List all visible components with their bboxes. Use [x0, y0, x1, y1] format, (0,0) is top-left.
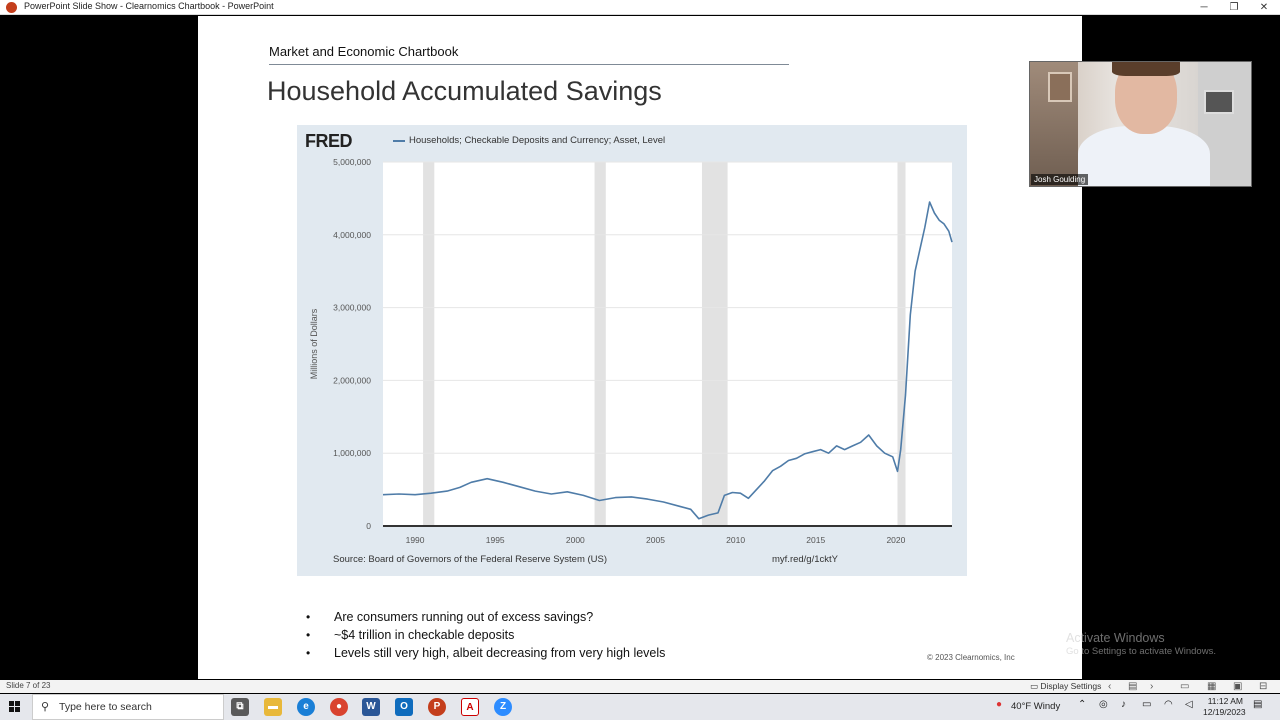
edge-icon[interactable]: e [297, 698, 315, 716]
minimize-button[interactable]: ─ [1200, 2, 1208, 13]
person-shirt [1078, 126, 1210, 186]
watermark-line2: Go to Settings to activate Windows. [1066, 646, 1216, 657]
word-icon[interactable]: W [362, 698, 380, 716]
y-tick-label: 4,000,000 [333, 230, 371, 240]
bullet-text: Are consumers running out of excess savi… [334, 610, 594, 624]
wifi-icon[interactable]: ◠ [1164, 699, 1173, 710]
bullet-dot-icon: • [306, 628, 311, 642]
slide-header: Market and Economic Chartbook [269, 44, 459, 59]
task-view-icon[interactable]: ⧉ [231, 698, 249, 716]
clock-time: 11:12 AM [1207, 696, 1243, 706]
slide-number: Slide 7 of 23 [6, 681, 51, 690]
battery-icon[interactable]: ▭ [1142, 699, 1152, 710]
bullet-item: • Levels still very high, albeit decreasi… [302, 644, 665, 662]
y-tick-label: 0 [366, 521, 371, 531]
bullet-item: • ~$4 trillion in checkable deposits [302, 626, 665, 644]
normal-view-icon[interactable]: ▭ [1180, 681, 1190, 692]
restore-button[interactable]: ❐ [1229, 2, 1239, 13]
webcam-background-frame [1048, 72, 1072, 102]
person-hair [1112, 62, 1180, 76]
notifications-icon[interactable]: ▤ [1253, 699, 1263, 710]
slideshow-status-bar: Slide 7 of 23 ▭ Display Settings ‹ ▤ › ▭… [0, 680, 1280, 693]
search-placeholder: Type here to search [59, 701, 152, 713]
taskbar-clock[interactable]: 11:12 AM 12/19/2023 [1203, 696, 1246, 718]
chrome-icon[interactable]: ● [330, 698, 348, 716]
x-tick-label: 2005 [646, 535, 665, 545]
clock-date: 12/19/2023 [1203, 707, 1246, 717]
plot-background [383, 162, 952, 526]
window-title-bar: PowerPoint Slide Show - Clearnomics Char… [0, 0, 1280, 15]
bullet-item: • Are consumers running out of excess sav… [302, 608, 665, 626]
powerpoint-app-icon [6, 2, 17, 13]
y-tick-label: 5,000,000 [333, 157, 371, 167]
chart-legend: Households; Checkable Deposits and Curre… [409, 135, 666, 146]
windows-taskbar: ⚲ Type here to search ⧉ ▬ e ● W O P A Z … [0, 694, 1280, 720]
reading-view-icon[interactable]: ▣ [1233, 681, 1243, 692]
header-divider [269, 64, 789, 65]
chart-shortlink: myf.red/g/1cktY [772, 554, 838, 565]
zoom-icon[interactable]: Z [494, 698, 512, 716]
slide[interactable]: Market and Economic Chartbook Household … [198, 16, 1082, 679]
participant-name: Josh Goulding [1031, 174, 1089, 185]
next-slide-icon[interactable]: › [1150, 681, 1154, 692]
webcam-video[interactable]: Josh Goulding [1029, 61, 1252, 187]
watermark-line1: Activate Windows [1066, 631, 1165, 645]
taskbar-search-box[interactable]: ⚲ Type here to search [32, 694, 224, 720]
x-tick-label: 2015 [806, 535, 825, 545]
slide-menu-icon[interactable]: ▤ [1128, 681, 1138, 692]
display-settings-button[interactable]: ▭ Display Settings [1030, 681, 1102, 691]
legend-swatch [393, 140, 405, 142]
bullet-text: ~$4 trillion in checkable deposits [334, 628, 515, 642]
activate-windows-watermark: Activate Windows Go to Settings to activ… [1066, 631, 1216, 657]
recession-band [897, 162, 906, 526]
bullet-dot-icon: • [306, 610, 311, 624]
microphone-icon[interactable]: ♪ [1121, 699, 1126, 710]
y-tick-label: 3,000,000 [333, 303, 371, 313]
display-settings-label: Display Settings [1040, 681, 1102, 691]
weather-widget[interactable]: 40°F Windy [1011, 701, 1061, 712]
recession-band [423, 162, 435, 526]
close-button[interactable]: ✕ [1259, 2, 1269, 13]
x-tick-label: 1995 [486, 535, 505, 545]
recession-band [701, 162, 728, 526]
series-line [382, 201, 953, 520]
windows-start-icon[interactable] [9, 701, 21, 713]
fred-logo: FRED [305, 131, 353, 151]
chart-source: Source: Board of Governors of the Federa… [333, 554, 608, 565]
previous-slide-icon[interactable]: ‹ [1108, 681, 1112, 692]
powerpoint-icon[interactable]: P [428, 698, 446, 716]
acrobat-icon[interactable]: A [461, 698, 479, 716]
x-tick-label: 1990 [406, 535, 425, 545]
x-tick-label: 2010 [726, 535, 745, 545]
search-icon: ⚲ [41, 701, 50, 713]
recession-band [594, 162, 606, 526]
webcam-background-frame [1204, 90, 1234, 114]
slideshow-view-icon[interactable]: ⊟ [1259, 681, 1268, 692]
slide-sorter-icon[interactable]: ▦ [1207, 681, 1217, 692]
chart-plot: 0 1,000,000 2,000,000 3,000,000 4,000,000 5,0… [309, 157, 953, 545]
file-explorer-icon[interactable]: ▬ [264, 698, 282, 716]
weather-alert-icon[interactable]: ● [996, 699, 1003, 710]
network-status-icon[interactable]: ◎ [1099, 699, 1108, 710]
x-tick-label: 2000 [566, 535, 585, 545]
bullet-dot-icon: • [306, 646, 311, 660]
bullet-list: • Are consumers running out of excess sav… [302, 608, 665, 662]
fred-chart: 0 1,000,000 2,000,000 3,000,000 4,000,000 5,0… [297, 125, 967, 576]
show-hidden-icons-icon[interactable]: ⌃ [1078, 699, 1087, 710]
bullet-text: Levels still very high, albeit decreasin… [334, 646, 666, 660]
y-tick-label: 2,000,000 [333, 375, 371, 385]
y-tick-label: 1,000,000 [333, 448, 371, 458]
outlook-icon[interactable]: O [395, 698, 413, 716]
copyright-notice: © 2023 Clearnomics, Inc [927, 653, 1015, 662]
slide-title: Household Accumulated Savings [267, 76, 662, 106]
volume-icon[interactable]: ◁ [1185, 699, 1193, 710]
x-tick-label: 2020 [886, 535, 905, 545]
y-axis-label: Millions of Dollars [309, 308, 319, 379]
window-title: PowerPoint Slide Show - Clearnomics Char… [24, 1, 274, 11]
